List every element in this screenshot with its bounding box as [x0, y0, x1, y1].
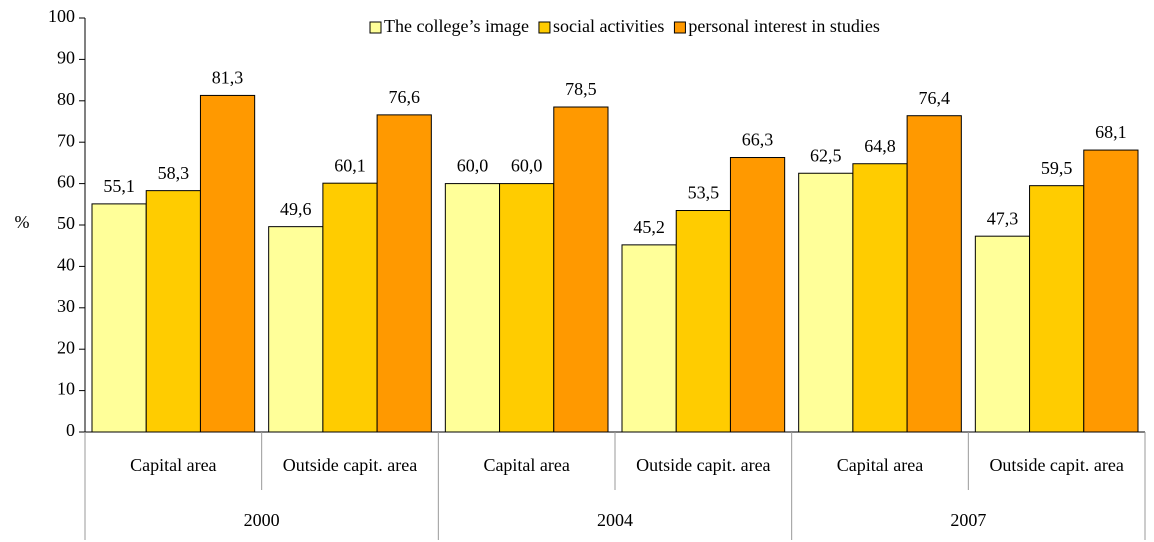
x-tick-label: Outside capit. area [283, 455, 417, 475]
value-label: 60,0 [511, 156, 543, 176]
bar [621, 244, 677, 433]
y-tick-label: 70 [57, 130, 75, 150]
bar [852, 163, 908, 433]
x-tick-label: Capital area [483, 455, 569, 475]
y-tick-label: 10 [57, 379, 75, 399]
bar [145, 190, 201, 433]
value-label: 78,5 [565, 79, 597, 99]
bar [268, 226, 324, 433]
bar [91, 203, 147, 433]
y-tick-label: 50 [57, 213, 75, 233]
legend-label: The college’s image [384, 16, 529, 36]
value-label: 68,1 [1095, 122, 1127, 142]
legend-swatch [538, 21, 551, 34]
y-tick-label: 20 [57, 337, 75, 357]
y-axis-label: % [15, 212, 30, 232]
bar [444, 183, 501, 433]
x-tick-label: Outside capit. area [636, 455, 770, 475]
value-label: 66,3 [742, 130, 774, 150]
value-label: 60,1 [334, 155, 366, 175]
legend-swatch [369, 21, 382, 34]
x-tick-label: Outside capit. area [989, 455, 1123, 475]
y-tick-label: 80 [57, 89, 75, 109]
value-label: 45,2 [633, 217, 665, 237]
group-label: 2007 [950, 510, 986, 530]
legend-label: social activities [553, 16, 664, 36]
bar [553, 106, 609, 433]
bar [906, 115, 962, 433]
bar [376, 114, 432, 433]
y-tick-label: 60 [57, 172, 75, 192]
bar [974, 235, 1031, 433]
value-label: 60,0 [457, 156, 489, 176]
legend-swatch [673, 21, 686, 34]
bar [199, 94, 256, 433]
y-tick-label: 90 [57, 48, 75, 68]
value-label: 55,1 [103, 176, 135, 196]
y-tick-label: 100 [48, 6, 75, 26]
y-tick-label: 0 [66, 420, 75, 440]
value-label: 76,4 [918, 88, 950, 108]
x-tick-label: Capital area [837, 455, 923, 475]
x-tick-label: Capital area [130, 455, 216, 475]
value-label: 76,6 [388, 87, 420, 107]
value-label: 47,3 [987, 208, 1019, 228]
bar [729, 157, 786, 433]
y-tick-label: 30 [57, 296, 75, 316]
value-label: 64,8 [864, 136, 896, 156]
group-label: 2000 [244, 510, 280, 530]
group-label: 2004 [597, 510, 633, 530]
bar [1083, 149, 1139, 433]
bar [798, 172, 854, 433]
value-label: 81,3 [212, 68, 244, 88]
bar [499, 183, 555, 433]
bar [322, 182, 378, 433]
bar [1029, 185, 1085, 433]
value-label: 59,5 [1041, 158, 1073, 178]
y-tick-label: 40 [57, 255, 75, 275]
value-label: 53,5 [688, 183, 720, 203]
bar [675, 210, 731, 433]
legend-label: personal interest in studies [688, 16, 879, 36]
value-label: 62,5 [810, 145, 842, 165]
value-label: 58,3 [158, 163, 190, 183]
value-label: 49,6 [280, 199, 312, 219]
